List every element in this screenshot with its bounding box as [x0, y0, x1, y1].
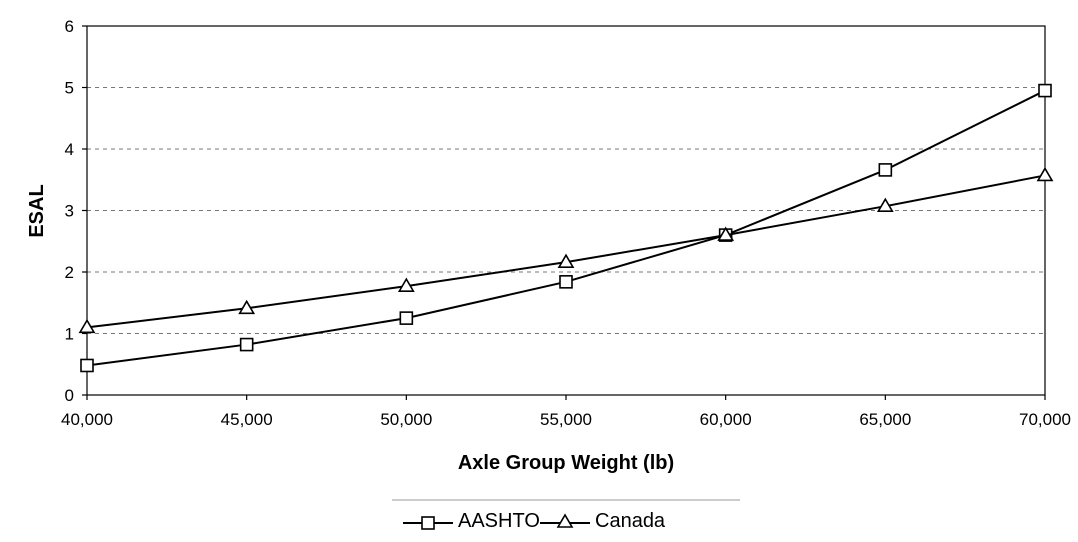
x-axis-ticks: 40,000 45,000 50,000 55,000 60,000 65,000 70,0…: [61, 395, 1071, 429]
x-tick-label: 65,000: [859, 410, 911, 429]
data-point-canada: [78, 318, 96, 334]
series-canada: [78, 166, 1054, 334]
legend: AASHTO Canada: [392, 499, 740, 532]
legend-marker-aashto: [421, 516, 435, 530]
data-point-aashto: [1038, 83, 1052, 98]
data-point-canada: [557, 253, 575, 268]
y-tick-label: 5: [65, 79, 74, 98]
x-axis-title: Axle Group Weight (lb): [458, 452, 674, 474]
data-point-aashto: [559, 275, 573, 289]
y-axis-ticks: 0 1 2 3 4 5 6: [65, 17, 87, 405]
x-tick-label: 60,000: [700, 410, 752, 429]
y-tick-label: 6: [65, 17, 74, 36]
gridlines: [87, 87, 1045, 334]
y-tick-label: 2: [65, 263, 74, 282]
x-tick-label: 50,000: [380, 410, 432, 429]
x-tick-label: 55,000: [540, 410, 592, 429]
series-group: [78, 83, 1054, 373]
plot-area-frame: [86, 25, 1046, 396]
data-point-aashto: [239, 337, 254, 352]
legend-label-canada: Canada: [595, 510, 666, 532]
legend-items: AASHTO Canada: [403, 510, 666, 532]
legend-item-canada: Canada: [540, 510, 666, 532]
legend-label-aashto: AASHTO: [458, 510, 540, 532]
data-point-canada: [1036, 166, 1054, 182]
y-tick-label: 0: [65, 386, 74, 405]
data-point-aashto: [399, 311, 414, 325]
data-point-canada: [876, 197, 894, 212]
x-tick-label: 45,000: [221, 410, 273, 429]
y-tick-label: 4: [65, 140, 74, 159]
data-point-canada: [717, 226, 735, 241]
x-tick-label: 40,000: [61, 410, 113, 429]
series-aashto: [80, 83, 1052, 373]
y-tick-label: 3: [65, 202, 74, 221]
data-point-aashto: [80, 358, 94, 373]
series-line-canada: [86, 174, 1046, 329]
data-point-canada: [238, 299, 256, 315]
data-point-aashto: [878, 163, 893, 177]
legend-item-aashto: AASHTO: [403, 510, 540, 532]
legend-marker-canada: [556, 513, 574, 528]
data-point-canada: [397, 277, 415, 292]
y-tick-label: 1: [65, 325, 74, 344]
series-line-aashto: [86, 89, 1046, 367]
y-axis-title: ESAL: [26, 184, 48, 237]
x-tick-label: 70,000: [1019, 410, 1071, 429]
